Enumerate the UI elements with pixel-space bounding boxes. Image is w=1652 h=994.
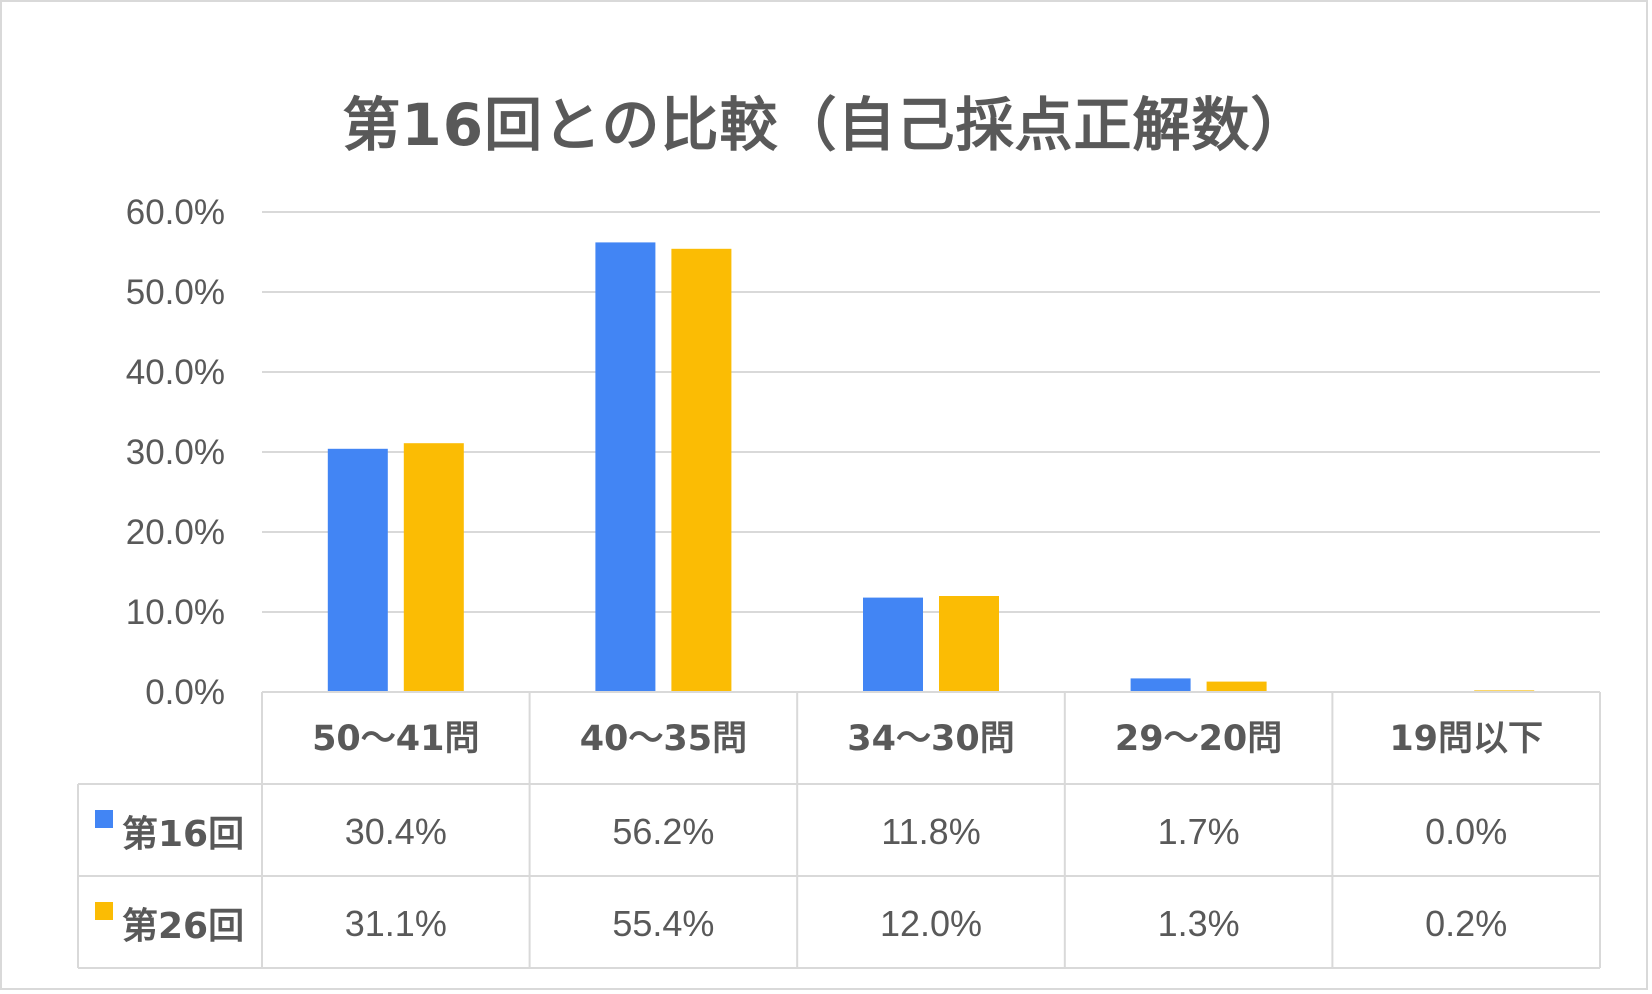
- data-label: 56.2%: [612, 811, 714, 852]
- chart-title: 第16回との比較（自己採点正解数）: [342, 91, 1310, 159]
- y-tick-label: 0.0%: [145, 673, 225, 712]
- category-label: 50〜41問: [312, 719, 479, 759]
- bar-s1: [1130, 678, 1191, 692]
- y-tick-label: 10.0%: [126, 593, 225, 632]
- bar-s1: [327, 448, 388, 692]
- data-label: 31.1%: [345, 903, 447, 944]
- y-tick-label: 50.0%: [126, 273, 225, 312]
- y-tick-label: 20.0%: [126, 513, 225, 552]
- category-label: 40〜35問: [580, 719, 747, 759]
- series-label: 第26回: [122, 906, 244, 947]
- y-tick-label: 30.0%: [126, 433, 225, 472]
- y-tick-label: 40.0%: [126, 353, 225, 392]
- data-label: 0.2%: [1425, 903, 1507, 944]
- data-label: 55.4%: [612, 903, 714, 944]
- legend-swatch: [95, 810, 113, 828]
- data-label: 12.0%: [880, 903, 982, 944]
- series-label: 第16回: [122, 814, 244, 855]
- category-label: 19問以下: [1389, 719, 1543, 759]
- bar-s2: [1206, 681, 1267, 692]
- bar-s2: [403, 443, 464, 692]
- data-label: 11.8%: [881, 811, 980, 852]
- data-label: 1.3%: [1158, 903, 1240, 944]
- bar-s1: [595, 242, 656, 692]
- category-label: 34〜30問: [847, 719, 1014, 759]
- bar-s2: [671, 248, 732, 693]
- category-label: 29〜20問: [1115, 719, 1282, 759]
- data-label: 30.4%: [345, 811, 447, 852]
- bar-s2: [939, 596, 999, 692]
- legend-swatch: [95, 902, 113, 920]
- y-tick-label: 60.0%: [126, 193, 225, 232]
- data-label: 0.0%: [1425, 811, 1507, 852]
- data-label: 1.7%: [1158, 811, 1240, 852]
- bar-s1: [863, 597, 923, 692]
